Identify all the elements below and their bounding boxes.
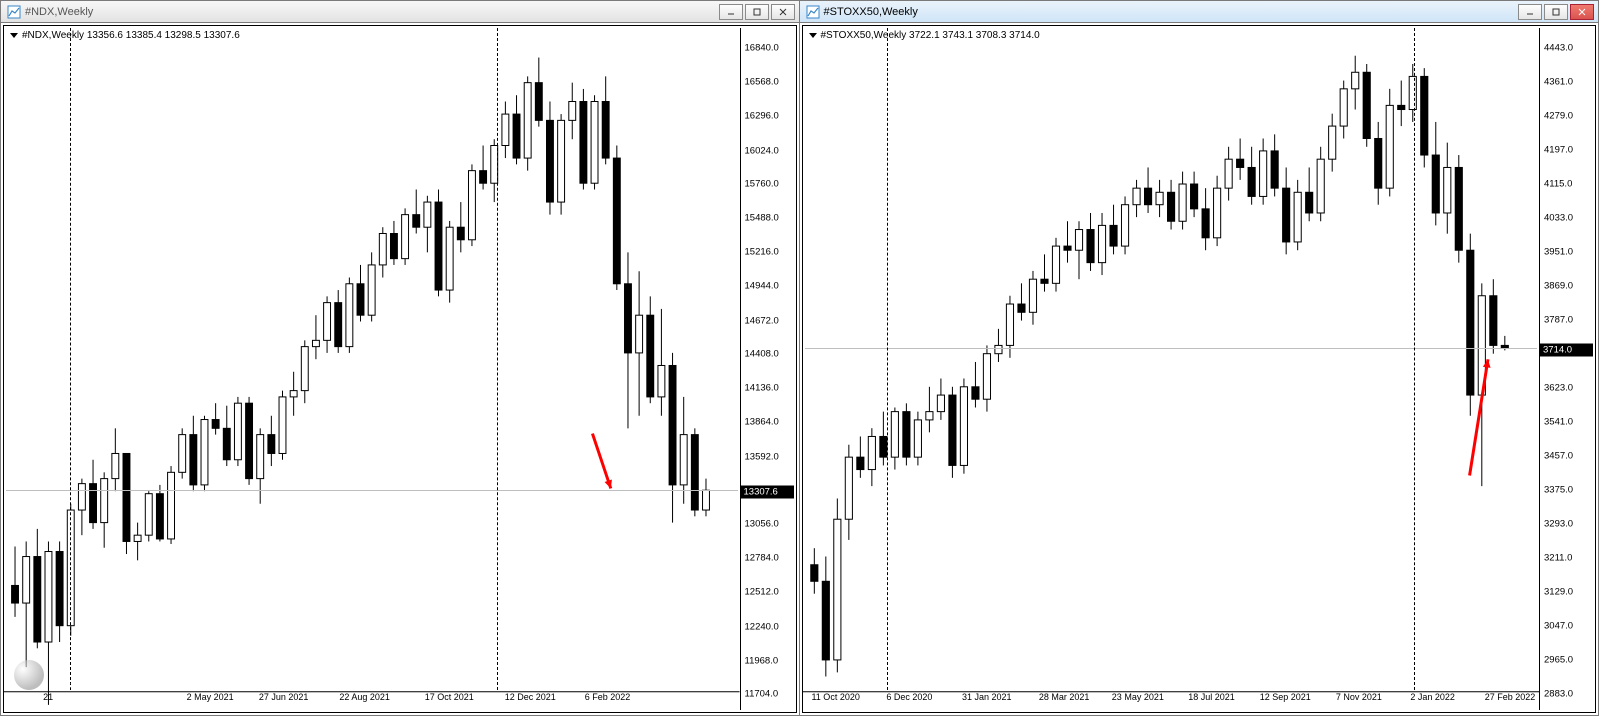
y-tick-label: 3714.0	[1540, 343, 1593, 356]
x-tick-label: 7 Nov 2021	[1336, 692, 1382, 702]
x-tick-label: 31 Jan 2021	[962, 692, 1012, 702]
watermark-icon	[14, 660, 44, 690]
y-tick-label: 14672.0	[745, 315, 779, 326]
watermark: instaforex Instant Forex Trading	[14, 660, 170, 690]
y-tick-label: 16296.0	[745, 111, 779, 122]
y-tick-label: 3293.0	[1544, 519, 1573, 530]
y-tick-label: 3129.0	[1544, 587, 1573, 598]
y-tick-label: 3457.0	[1544, 451, 1573, 462]
dropdown-icon[interactable]	[809, 33, 817, 38]
x-tick-label: 12 Sep 2021	[1260, 692, 1311, 702]
y-axis: 2883.0 2965.0 3047.0 3129.0 3211.0 3293.0 3375…	[1539, 28, 1593, 710]
y-tick-label: 3787.0	[1544, 314, 1573, 325]
x-tick-label: 2 Jan 2022	[1410, 692, 1455, 702]
chart-panel-stoxx: #STOXX50,Weekly #STOXX50,Weekly 3722.1 3…	[800, 0, 1599, 716]
y-tick-label: 4443.0	[1544, 43, 1573, 54]
y-tick-label: 13864.0	[745, 417, 779, 428]
y-tick-label: 13592.0	[745, 451, 779, 462]
y-tick-label: 4115.0	[1544, 178, 1572, 189]
y-tick-label: 4033.0	[1544, 212, 1573, 223]
y-tick-label: 14136.0	[745, 383, 779, 394]
minimize-button[interactable]	[1518, 4, 1542, 20]
x-tick-label: 17 Oct 2021	[425, 692, 474, 702]
x-tick-label: 27 Feb 2022	[1485, 692, 1536, 702]
y-tick-label: 3623.0	[1544, 382, 1573, 393]
dropdown-icon[interactable]	[10, 33, 18, 38]
y-axis: 11704.0 11968.0 12240.0 12512.0 12784.0 13056…	[740, 28, 794, 710]
close-button[interactable]	[771, 4, 795, 20]
y-tick-label: 3869.0	[1544, 280, 1573, 291]
y-tick-label: 14408.0	[745, 348, 779, 359]
close-button[interactable]	[1570, 4, 1594, 20]
chart-panel-ndx: #NDX,Weekly #NDX,Weekly 13356.6 13385.4 …	[0, 0, 800, 716]
window-title: #STOXX50,Weekly	[824, 6, 1519, 18]
window-buttons	[1518, 4, 1594, 20]
x-tick-label: 11 Oct 2020	[811, 692, 859, 702]
chart-icon	[806, 5, 820, 19]
y-tick-label: 3375.0	[1544, 485, 1573, 496]
chart-area[interactable]: #NDX,Weekly 13356.6 13385.4 13298.5 1330…	[1, 23, 799, 715]
x-tick-label: 18 Jul 2021	[1188, 692, 1235, 702]
y-tick-label: 4279.0	[1544, 110, 1573, 121]
x-tick-label: 27 Jun 2021	[259, 692, 309, 702]
y-tick-label: 12784.0	[745, 553, 779, 564]
y-tick-label: 3541.0	[1544, 416, 1573, 427]
y-tick-label: 13056.0	[745, 518, 779, 529]
x-tick-label: 6 Dec 2020	[886, 692, 932, 702]
y-tick-label: 3951.0	[1544, 246, 1573, 257]
maximize-button[interactable]	[745, 4, 769, 20]
y-tick-label: 16024.0	[745, 145, 779, 156]
y-tick-label: 15760.0	[745, 178, 779, 189]
y-tick-label: 11704.0	[745, 689, 779, 700]
y-tick-label: 15488.0	[745, 213, 779, 224]
x-axis: 11 Oct 2020 6 Dec 2020 31 Jan 2021 28 Mar 2…	[803, 692, 1538, 710]
y-tick-label: 2965.0	[1544, 655, 1573, 666]
ohlc-text: #STOXX50,Weekly 3722.1 3743.1 3708.3 371…	[821, 30, 1040, 41]
window-buttons	[719, 4, 795, 20]
y-tick-label: 2883.0	[1544, 689, 1573, 700]
titlebar[interactable]: #NDX,Weekly	[1, 1, 799, 23]
ohlc-readout: #STOXX50,Weekly 3722.1 3743.1 3708.3 371…	[809, 30, 1040, 41]
y-tick-label: 16840.0	[745, 43, 779, 54]
chart-icon	[7, 5, 21, 19]
y-tick-label: 16568.0	[745, 77, 779, 88]
window-title: #NDX,Weekly	[25, 6, 719, 18]
ohlc-readout: #NDX,Weekly 13356.6 13385.4 13298.5 1330…	[10, 30, 240, 41]
maximize-button[interactable]	[1544, 4, 1568, 20]
y-tick-label: 4361.0	[1544, 76, 1573, 87]
minimize-button[interactable]	[719, 4, 743, 20]
y-tick-label: 15216.0	[745, 247, 779, 258]
candlestick-plot	[4, 26, 796, 712]
y-tick-label: 12240.0	[745, 621, 779, 632]
y-tick-label: 3211.0	[1544, 553, 1572, 564]
y-tick-label: 13307.6	[741, 486, 794, 499]
ohlc-text: #NDX,Weekly 13356.6 13385.4 13298.5 1330…	[22, 30, 240, 41]
x-axis: 21 2 May 2021 27 Jun 2021 22 Aug 2021 17 Oct…	[4, 692, 738, 710]
x-tick-label: 12 Dec 2021	[505, 692, 556, 702]
y-tick-label: 3047.0	[1544, 621, 1573, 632]
x-tick-label: 2 May 2021	[187, 692, 234, 702]
x-tick-label: 22 Aug 2021	[339, 692, 390, 702]
chart-area[interactable]: #STOXX50,Weekly 3722.1 3743.1 3708.3 371…	[800, 23, 1599, 715]
y-tick-label: 11968.0	[745, 655, 779, 666]
candlestick-plot	[803, 26, 1596, 712]
y-tick-label: 4197.0	[1544, 144, 1573, 155]
x-tick-label: 28 Mar 2021	[1039, 692, 1090, 702]
titlebar[interactable]: #STOXX50,Weekly	[800, 1, 1599, 23]
x-tick-label: 6 Feb 2022	[585, 692, 631, 702]
y-tick-label: 14944.0	[745, 281, 779, 292]
x-tick-label: 23 May 2021	[1112, 692, 1164, 702]
y-tick-label: 12512.0	[745, 587, 779, 598]
x-tick-label: 21	[43, 692, 53, 702]
